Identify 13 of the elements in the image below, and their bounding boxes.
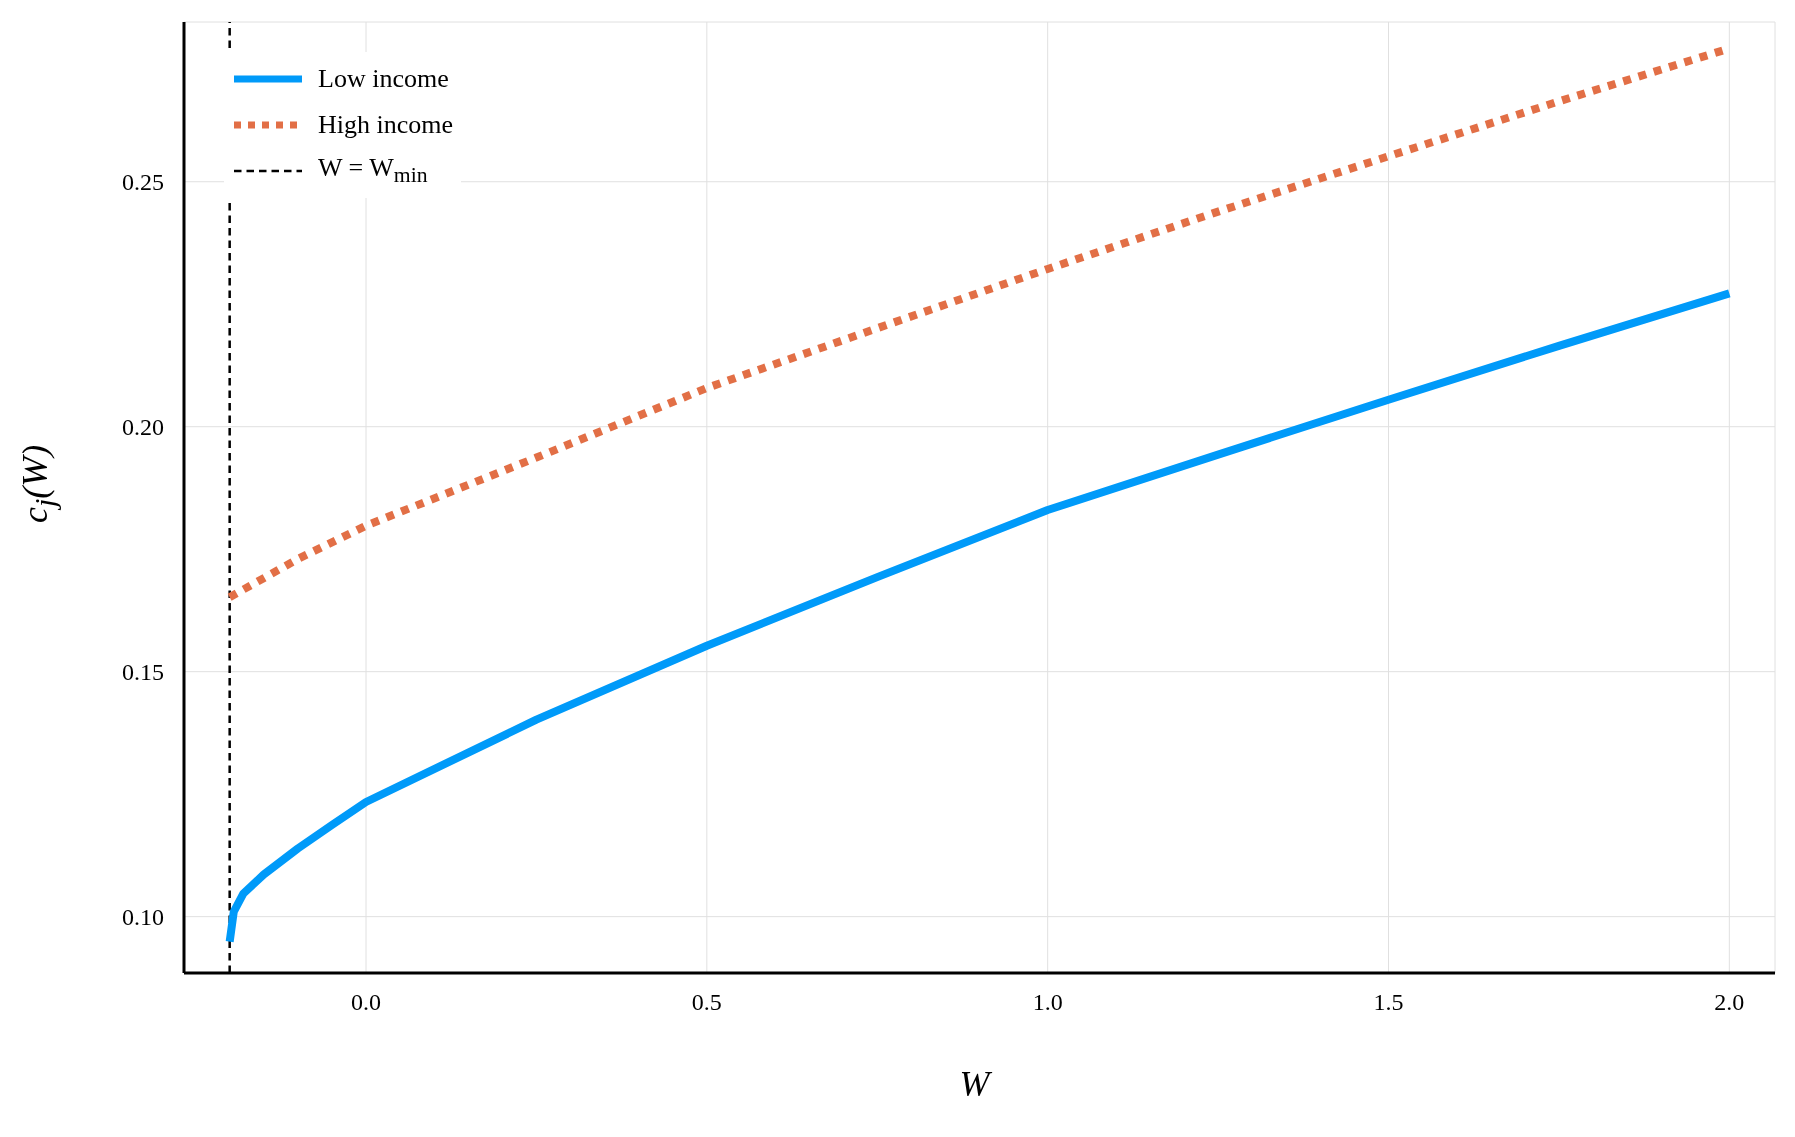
- y-tick-label: 0.15: [122, 659, 164, 686]
- y-tick-label: 0.20: [122, 414, 164, 441]
- legend-label: Low income: [318, 64, 449, 94]
- x-tick-label: 0.5: [691, 989, 722, 1016]
- x-tick-label: 1.5: [1373, 989, 1404, 1016]
- x-axis-title: W: [959, 1064, 990, 1104]
- x-tick-label: 0.0: [351, 989, 381, 1016]
- y-tick-label: 0.25: [122, 169, 164, 196]
- legend-label: High income: [318, 110, 454, 140]
- x-tick-label: 1.0: [1032, 989, 1063, 1016]
- y-tick-label: 0.10: [122, 904, 164, 931]
- x-tick-label: 2.0: [1714, 989, 1745, 1016]
- ref-line-label: W = W$_{min}$: [318, 153, 428, 189]
